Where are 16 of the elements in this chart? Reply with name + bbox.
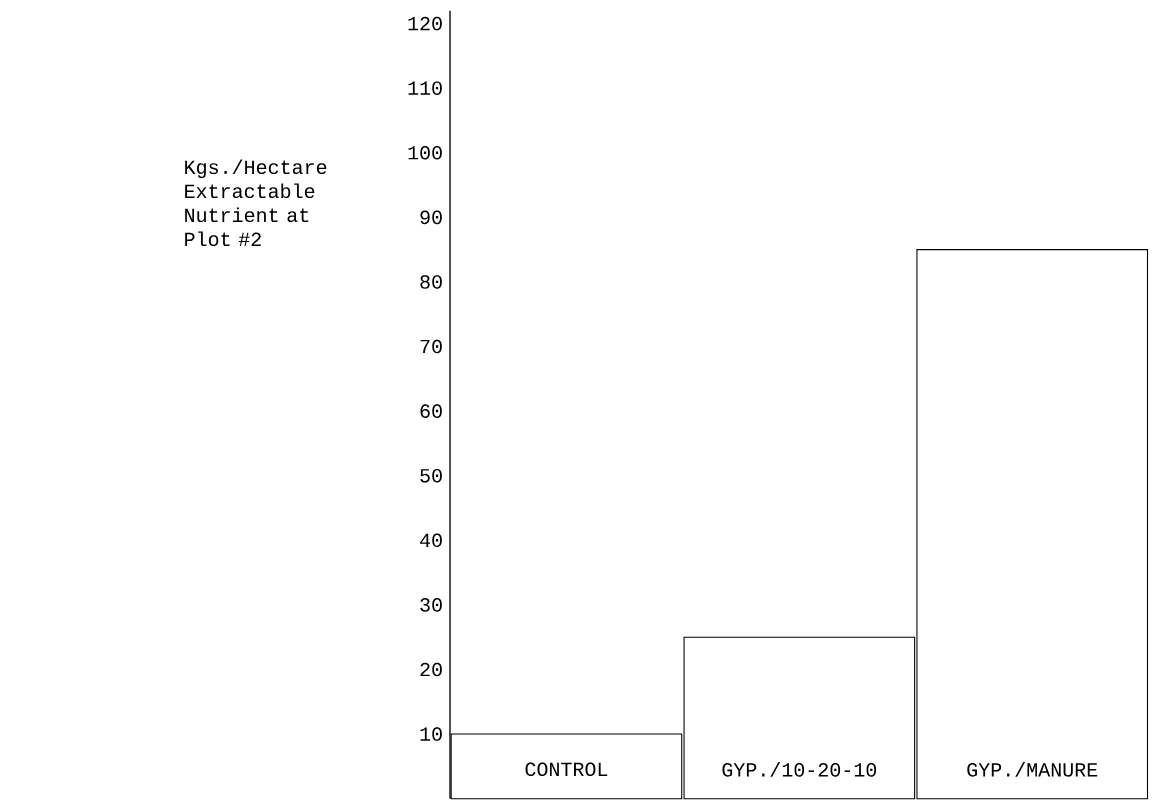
y-tick-label: 20 — [420, 662, 442, 677]
y-tick-label: 60 — [420, 404, 442, 418]
y-tick-label: 70 — [420, 339, 442, 354]
y-tick-label: 90 — [420, 210, 442, 225]
y-tick-label: 50 — [420, 468, 442, 483]
y-tick-label: 40 — [420, 533, 442, 548]
y-tick-label: 100 — [408, 145, 442, 160]
y-axis-title: Kgs./Hectare Extractable Nutrient at Plot #2 — [185, 159, 327, 247]
y-tick-label: 120 — [408, 16, 442, 31]
y-tick-label: 10 — [420, 727, 442, 741]
x-tick-label: GYP./MANURE — [967, 761, 1098, 777]
y-tick-label: 110 — [408, 81, 442, 95]
y-tick-label: 30 — [420, 598, 442, 612]
x-tick-label: CONTROL — [525, 762, 608, 777]
y-tick-label: 80 — [420, 275, 442, 289]
x-tick-label: GYP./10-20-10 — [722, 761, 877, 777]
